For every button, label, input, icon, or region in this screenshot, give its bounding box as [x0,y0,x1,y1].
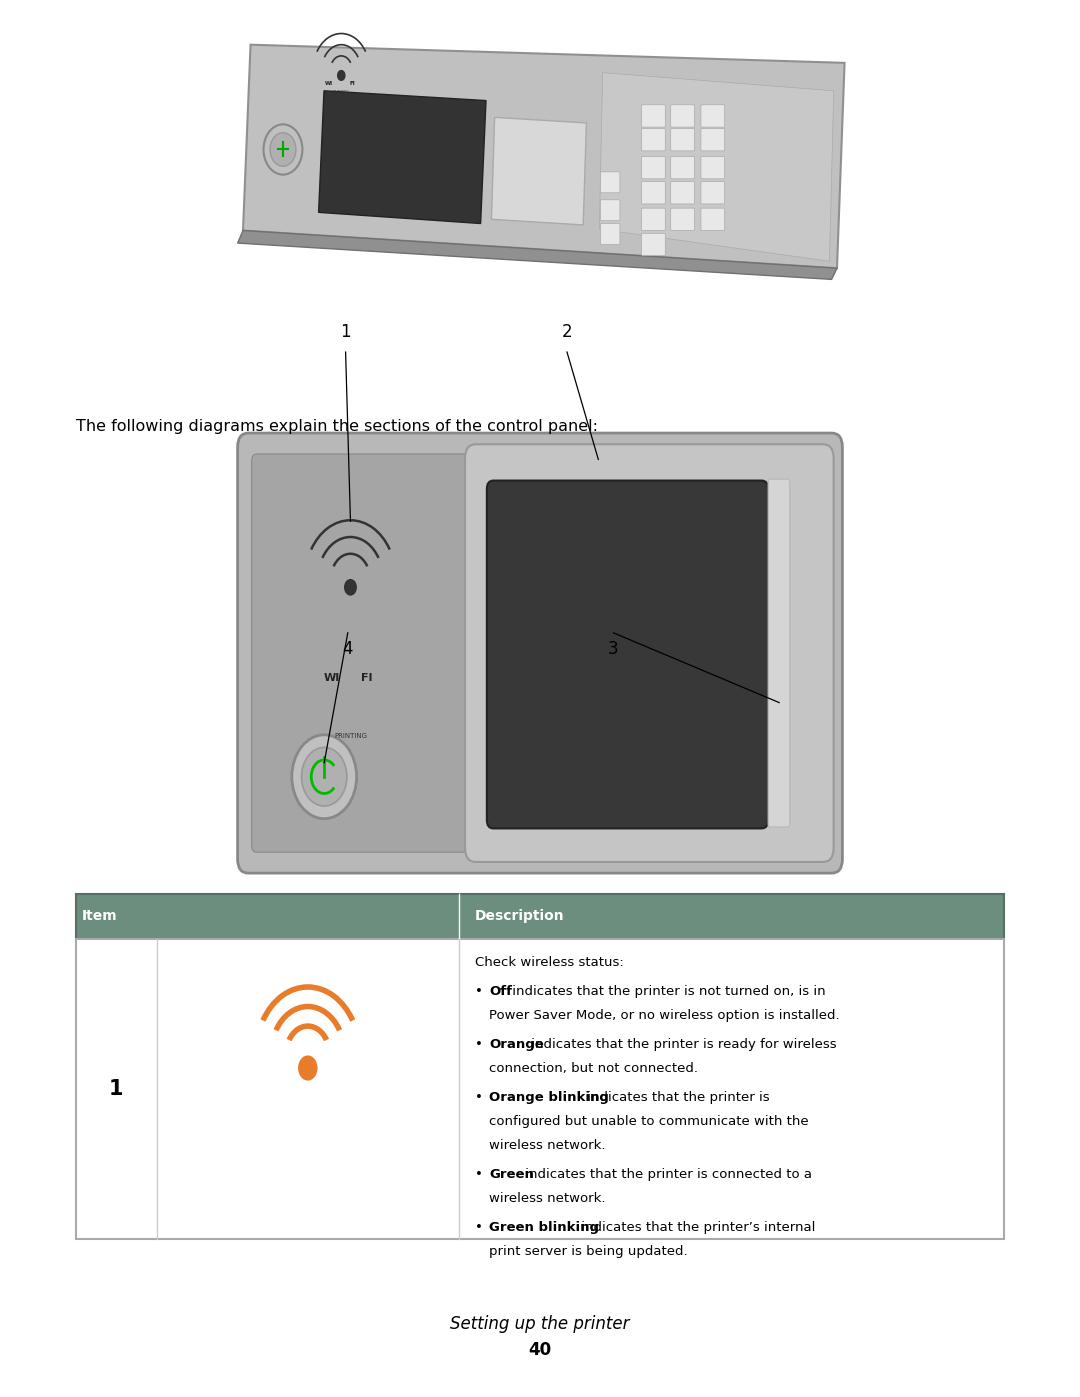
Text: Orange blinking: Orange blinking [489,1091,609,1104]
Text: Description: Description [475,909,565,923]
Text: •: • [475,985,483,997]
Text: connection, but not connected.: connection, but not connected. [489,1062,699,1074]
FancyBboxPatch shape [465,444,834,862]
Text: wireless network.: wireless network. [489,1192,606,1204]
Polygon shape [599,73,834,261]
Text: Check wireless status:: Check wireless status: [475,956,624,968]
Text: PRINTING: PRINTING [334,732,367,739]
Polygon shape [238,231,837,279]
Circle shape [264,124,302,175]
FancyBboxPatch shape [238,433,842,873]
Text: PRINTING: PRINTING [333,91,350,94]
Circle shape [270,133,296,166]
Text: indicates that the printer’s internal: indicates that the printer’s internal [577,1221,815,1234]
Text: Green blinking: Green blinking [489,1221,599,1234]
FancyBboxPatch shape [642,129,665,151]
Text: 2: 2 [562,323,572,341]
Text: Power Saver Mode, or no wireless option is installed.: Power Saver Mode, or no wireless option … [489,1009,840,1021]
FancyBboxPatch shape [642,182,665,204]
Text: •: • [475,1168,483,1180]
FancyBboxPatch shape [671,182,694,204]
Text: WI: WI [323,673,340,683]
Text: Green: Green [489,1168,535,1180]
Text: 40: 40 [528,1341,552,1358]
Circle shape [301,747,347,806]
FancyBboxPatch shape [600,200,620,221]
Text: Off: Off [489,985,512,997]
Circle shape [343,578,357,595]
Circle shape [337,70,346,81]
Text: •: • [475,1221,483,1234]
FancyBboxPatch shape [671,129,694,151]
Polygon shape [491,117,586,225]
FancyBboxPatch shape [76,939,1004,1239]
FancyBboxPatch shape [701,208,725,231]
Polygon shape [319,91,486,224]
FancyBboxPatch shape [701,182,725,204]
Circle shape [292,735,356,819]
Text: 3: 3 [608,640,619,658]
Text: Orange: Orange [489,1038,544,1051]
Text: indicates that the printer is connected to a: indicates that the printer is connected … [521,1168,811,1180]
FancyBboxPatch shape [642,208,665,231]
FancyBboxPatch shape [701,156,725,179]
FancyBboxPatch shape [487,481,768,828]
FancyBboxPatch shape [642,105,665,127]
FancyBboxPatch shape [768,479,789,827]
Text: FI: FI [362,673,373,683]
FancyBboxPatch shape [671,105,694,127]
Circle shape [298,1056,318,1081]
Text: 4: 4 [342,640,353,658]
FancyBboxPatch shape [642,156,665,179]
Text: indicates that the printer is not turned on, is in: indicates that the printer is not turned… [508,985,825,997]
Text: indicates that the printer is: indicates that the printer is [583,1091,770,1104]
Text: configured but unable to communicate with the: configured but unable to communicate wit… [489,1115,809,1127]
Polygon shape [243,45,845,268]
Text: print server is being updated.: print server is being updated. [489,1245,688,1257]
Text: 1: 1 [340,323,351,341]
Text: •: • [475,1038,483,1051]
Text: FI: FI [350,81,355,87]
Text: wireless network.: wireless network. [489,1139,606,1151]
Text: indicates that the printer is ready for wireless: indicates that the printer is ready for … [527,1038,836,1051]
FancyBboxPatch shape [600,224,620,244]
FancyBboxPatch shape [671,156,694,179]
FancyBboxPatch shape [701,129,725,151]
Text: Setting up the printer: Setting up the printer [450,1316,630,1333]
FancyBboxPatch shape [642,233,665,256]
FancyBboxPatch shape [600,172,620,193]
FancyBboxPatch shape [76,894,1004,939]
Text: •: • [475,1091,483,1104]
FancyBboxPatch shape [252,454,484,852]
Text: Item: Item [82,909,118,923]
Text: 1: 1 [108,1078,123,1099]
Text: The following diagrams explain the sections of the control panel:: The following diagrams explain the secti… [76,419,597,433]
Text: WI: WI [324,81,333,87]
FancyBboxPatch shape [671,208,694,231]
FancyBboxPatch shape [701,105,725,127]
